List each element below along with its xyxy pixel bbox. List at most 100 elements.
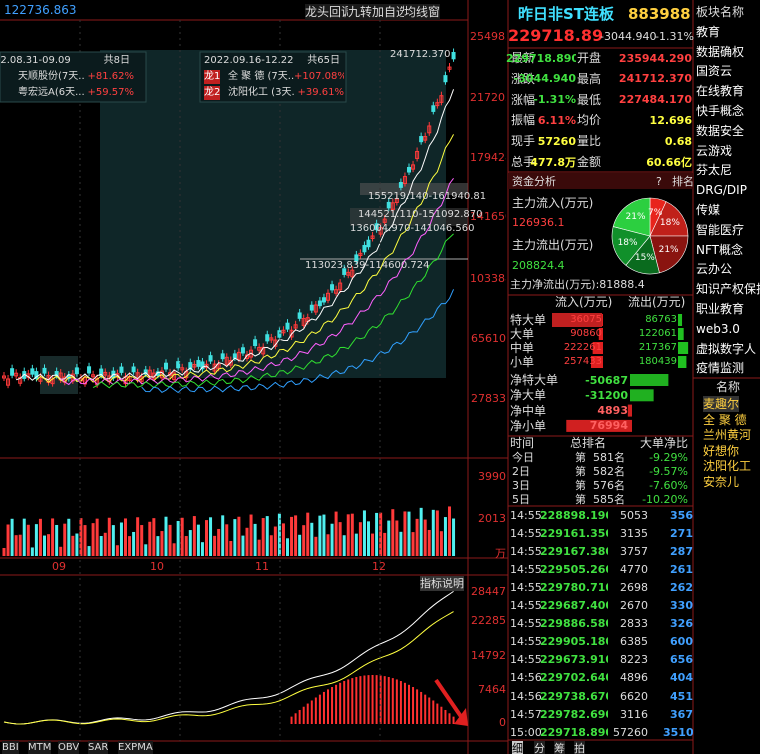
label: 229702.640 [540, 671, 608, 685]
stock-item[interactable]: 安奈儿 [703, 475, 740, 489]
label: -3044.940 [513, 72, 576, 86]
candle-body [10, 368, 15, 376]
toolbar-button[interactable]: 均线 [404, 4, 429, 20]
label: 量比 [577, 134, 602, 149]
y-tick-label: 28447 [471, 584, 506, 598]
candle-body [42, 367, 47, 374]
sector-item[interactable]: 疫情监测 [696, 361, 745, 376]
label: +81.62% [87, 71, 134, 82]
tab[interactable]: 拍 [574, 740, 585, 754]
sector-item[interactable]: 虚拟数字人 [696, 341, 757, 356]
stock-item[interactable]: 沈阳化工 [703, 459, 752, 474]
tab[interactable]: 筹 [554, 740, 565, 754]
sector-item[interactable]: 传媒 [696, 203, 721, 217]
candle-body [297, 312, 302, 319]
toolbar-button[interactable]: 加自选 [372, 4, 409, 20]
sector-item[interactable]: 快手概念 [696, 104, 745, 118]
button[interactable]: ? [656, 174, 662, 188]
label: 3757 [620, 544, 648, 558]
candle-body [196, 360, 201, 367]
button[interactable]: 排名 [672, 174, 694, 188]
macd-bar [436, 703, 439, 724]
candle-body [313, 304, 318, 313]
label: 总排名 [570, 436, 607, 450]
volume-bar [140, 525, 144, 556]
tab[interactable]: SAR [88, 741, 109, 754]
sector-item[interactable]: 知识产权保护 [696, 282, 760, 297]
macd-bar [420, 691, 423, 724]
label: 76994 [589, 419, 628, 433]
label: -1.31% [655, 29, 694, 43]
label: 主力净流出(万元):81888.4 [510, 277, 645, 291]
label: 第 [575, 450, 586, 464]
candle-body [192, 363, 197, 368]
sector-item[interactable]: web3.0 [696, 321, 740, 336]
stock-item[interactable]: 兰州黄河 [703, 428, 752, 443]
sector-item[interactable]: 职业教育 [696, 302, 745, 316]
sector-item[interactable]: 数据安全 [696, 123, 745, 138]
volume-bar [103, 532, 107, 556]
y-tick-label: 万 [495, 546, 506, 560]
label: 粤宏远A(6天... [18, 87, 84, 98]
volume-bar [371, 533, 375, 556]
volume-bar [209, 517, 213, 556]
sector-item[interactable]: DRG/DIP [696, 183, 747, 198]
sector-item[interactable]: 数据确权 [696, 44, 745, 59]
candle-body [350, 269, 355, 278]
label: 113023.839-114600.724 [305, 260, 430, 271]
volume-bar [229, 540, 233, 556]
label: 330 [670, 599, 693, 612]
toolbar-button[interactable]: 窗 [428, 4, 441, 20]
sector-item[interactable]: 智能医疗 [696, 222, 745, 237]
sector-item[interactable]: 云办公 [696, 262, 733, 277]
sector-item[interactable]: 芬太尼 [696, 163, 733, 178]
candle-body [2, 375, 6, 379]
volume-bar [18, 534, 22, 556]
candle-body [180, 367, 185, 371]
tab[interactable]: BBI [2, 741, 19, 754]
candle-body [212, 363, 217, 372]
tab[interactable]: 分 [534, 740, 545, 754]
sector-item[interactable]: 教育 [696, 24, 721, 39]
volume-bar [314, 536, 318, 556]
stock-item[interactable]: 全 聚 德 [703, 412, 747, 427]
tab[interactable]: OBV [58, 741, 80, 754]
toolbar-button[interactable]: 龙头回调 [305, 4, 354, 20]
label: 第 [575, 492, 586, 506]
candle-body [265, 334, 270, 342]
candle-body [30, 368, 35, 375]
toolbar-button[interactable]: 九转 [348, 4, 373, 20]
label: 356 [670, 508, 693, 522]
sector-item[interactable]: 云游戏 [696, 143, 733, 158]
candle-body [220, 353, 225, 360]
label: 229718.890 [508, 26, 604, 45]
label: 367 [670, 707, 693, 721]
tab[interactable]: 细 [512, 740, 523, 754]
stock-item[interactable]: 好想你 [703, 443, 740, 458]
label: 208824.4 [512, 258, 565, 272]
x-tick-label: 11 [255, 559, 269, 573]
label: 229167.380 [540, 544, 608, 558]
volume-bar [286, 538, 289, 556]
sector-item[interactable]: 国资云 [696, 64, 733, 79]
candle-body [386, 201, 391, 209]
volume-bar [358, 522, 362, 556]
tab[interactable]: EXPMA [118, 741, 153, 754]
label: 229780.710 [540, 580, 608, 594]
volume-bar [290, 516, 294, 556]
stock-item[interactable]: 麦趣尔 [703, 396, 740, 412]
label: 136004.970-141046.560 [350, 223, 475, 234]
macd-bar [448, 713, 451, 724]
sector-item[interactable]: 在线教育 [696, 84, 745, 99]
sector-item[interactable]: NFT概念 [696, 242, 743, 257]
y-tick-label: 65610 [471, 331, 506, 345]
macd-bar [367, 675, 370, 724]
volume-bar [91, 523, 95, 556]
volume-bar [269, 535, 273, 556]
tab[interactable]: MTM [28, 741, 52, 754]
button[interactable]: 指标说明 [420, 575, 464, 591]
macd-bar [306, 703, 309, 724]
candle-body [188, 362, 193, 370]
volume-bar [124, 518, 127, 556]
label: 126936.1 [512, 215, 565, 229]
